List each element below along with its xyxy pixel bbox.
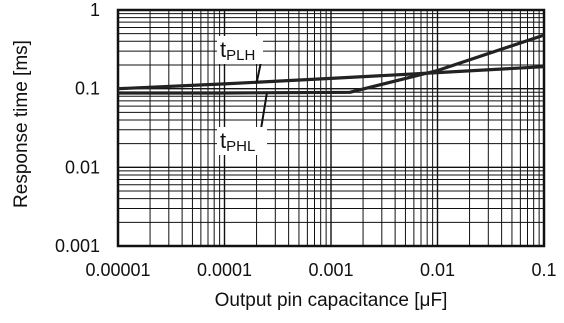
y-tick-labels: 1 0.1 0.01 0.001 <box>55 0 100 256</box>
y-tick-label: 0.01 <box>65 157 100 177</box>
x-axis-title: Output pin capacitance [μF] <box>215 290 448 311</box>
x-tick-labels: 0.00001 0.0001 0.001 0.01 0.1 <box>85 260 556 280</box>
series-line-tplh <box>117 65 545 91</box>
series-annotations: tPLH tPHL <box>217 36 268 155</box>
label-bg-tplh <box>217 36 263 64</box>
series-label-tplh: tPLH <box>220 37 255 64</box>
annotation-tplh: tPLH <box>217 36 263 84</box>
x-tick-label: 0.1 <box>531 260 556 280</box>
leader-line-tphl <box>260 92 268 130</box>
y-axis-title: Response time [ms] <box>11 40 32 208</box>
series-lines <box>117 33 545 95</box>
annotation-tphl: tPHL <box>217 92 268 155</box>
x-tick-label: 0.001 <box>308 260 353 280</box>
y-tick-label: 1 <box>90 0 100 20</box>
label-bg-tphl <box>217 127 267 155</box>
series-label-tphl: tPHL <box>220 128 255 155</box>
leader-line-tplh <box>255 61 262 84</box>
y-tick-label: 0.001 <box>55 236 100 256</box>
x-tick-label: 0.00001 <box>85 260 150 280</box>
grid <box>117 10 544 247</box>
plot-frame <box>116 8 546 248</box>
series-line-tphl <box>118 33 545 95</box>
y-tick-label: 0.1 <box>75 79 100 99</box>
x-tick-label: 0.0001 <box>197 260 252 280</box>
x-tick-label: 0.01 <box>420 260 455 280</box>
